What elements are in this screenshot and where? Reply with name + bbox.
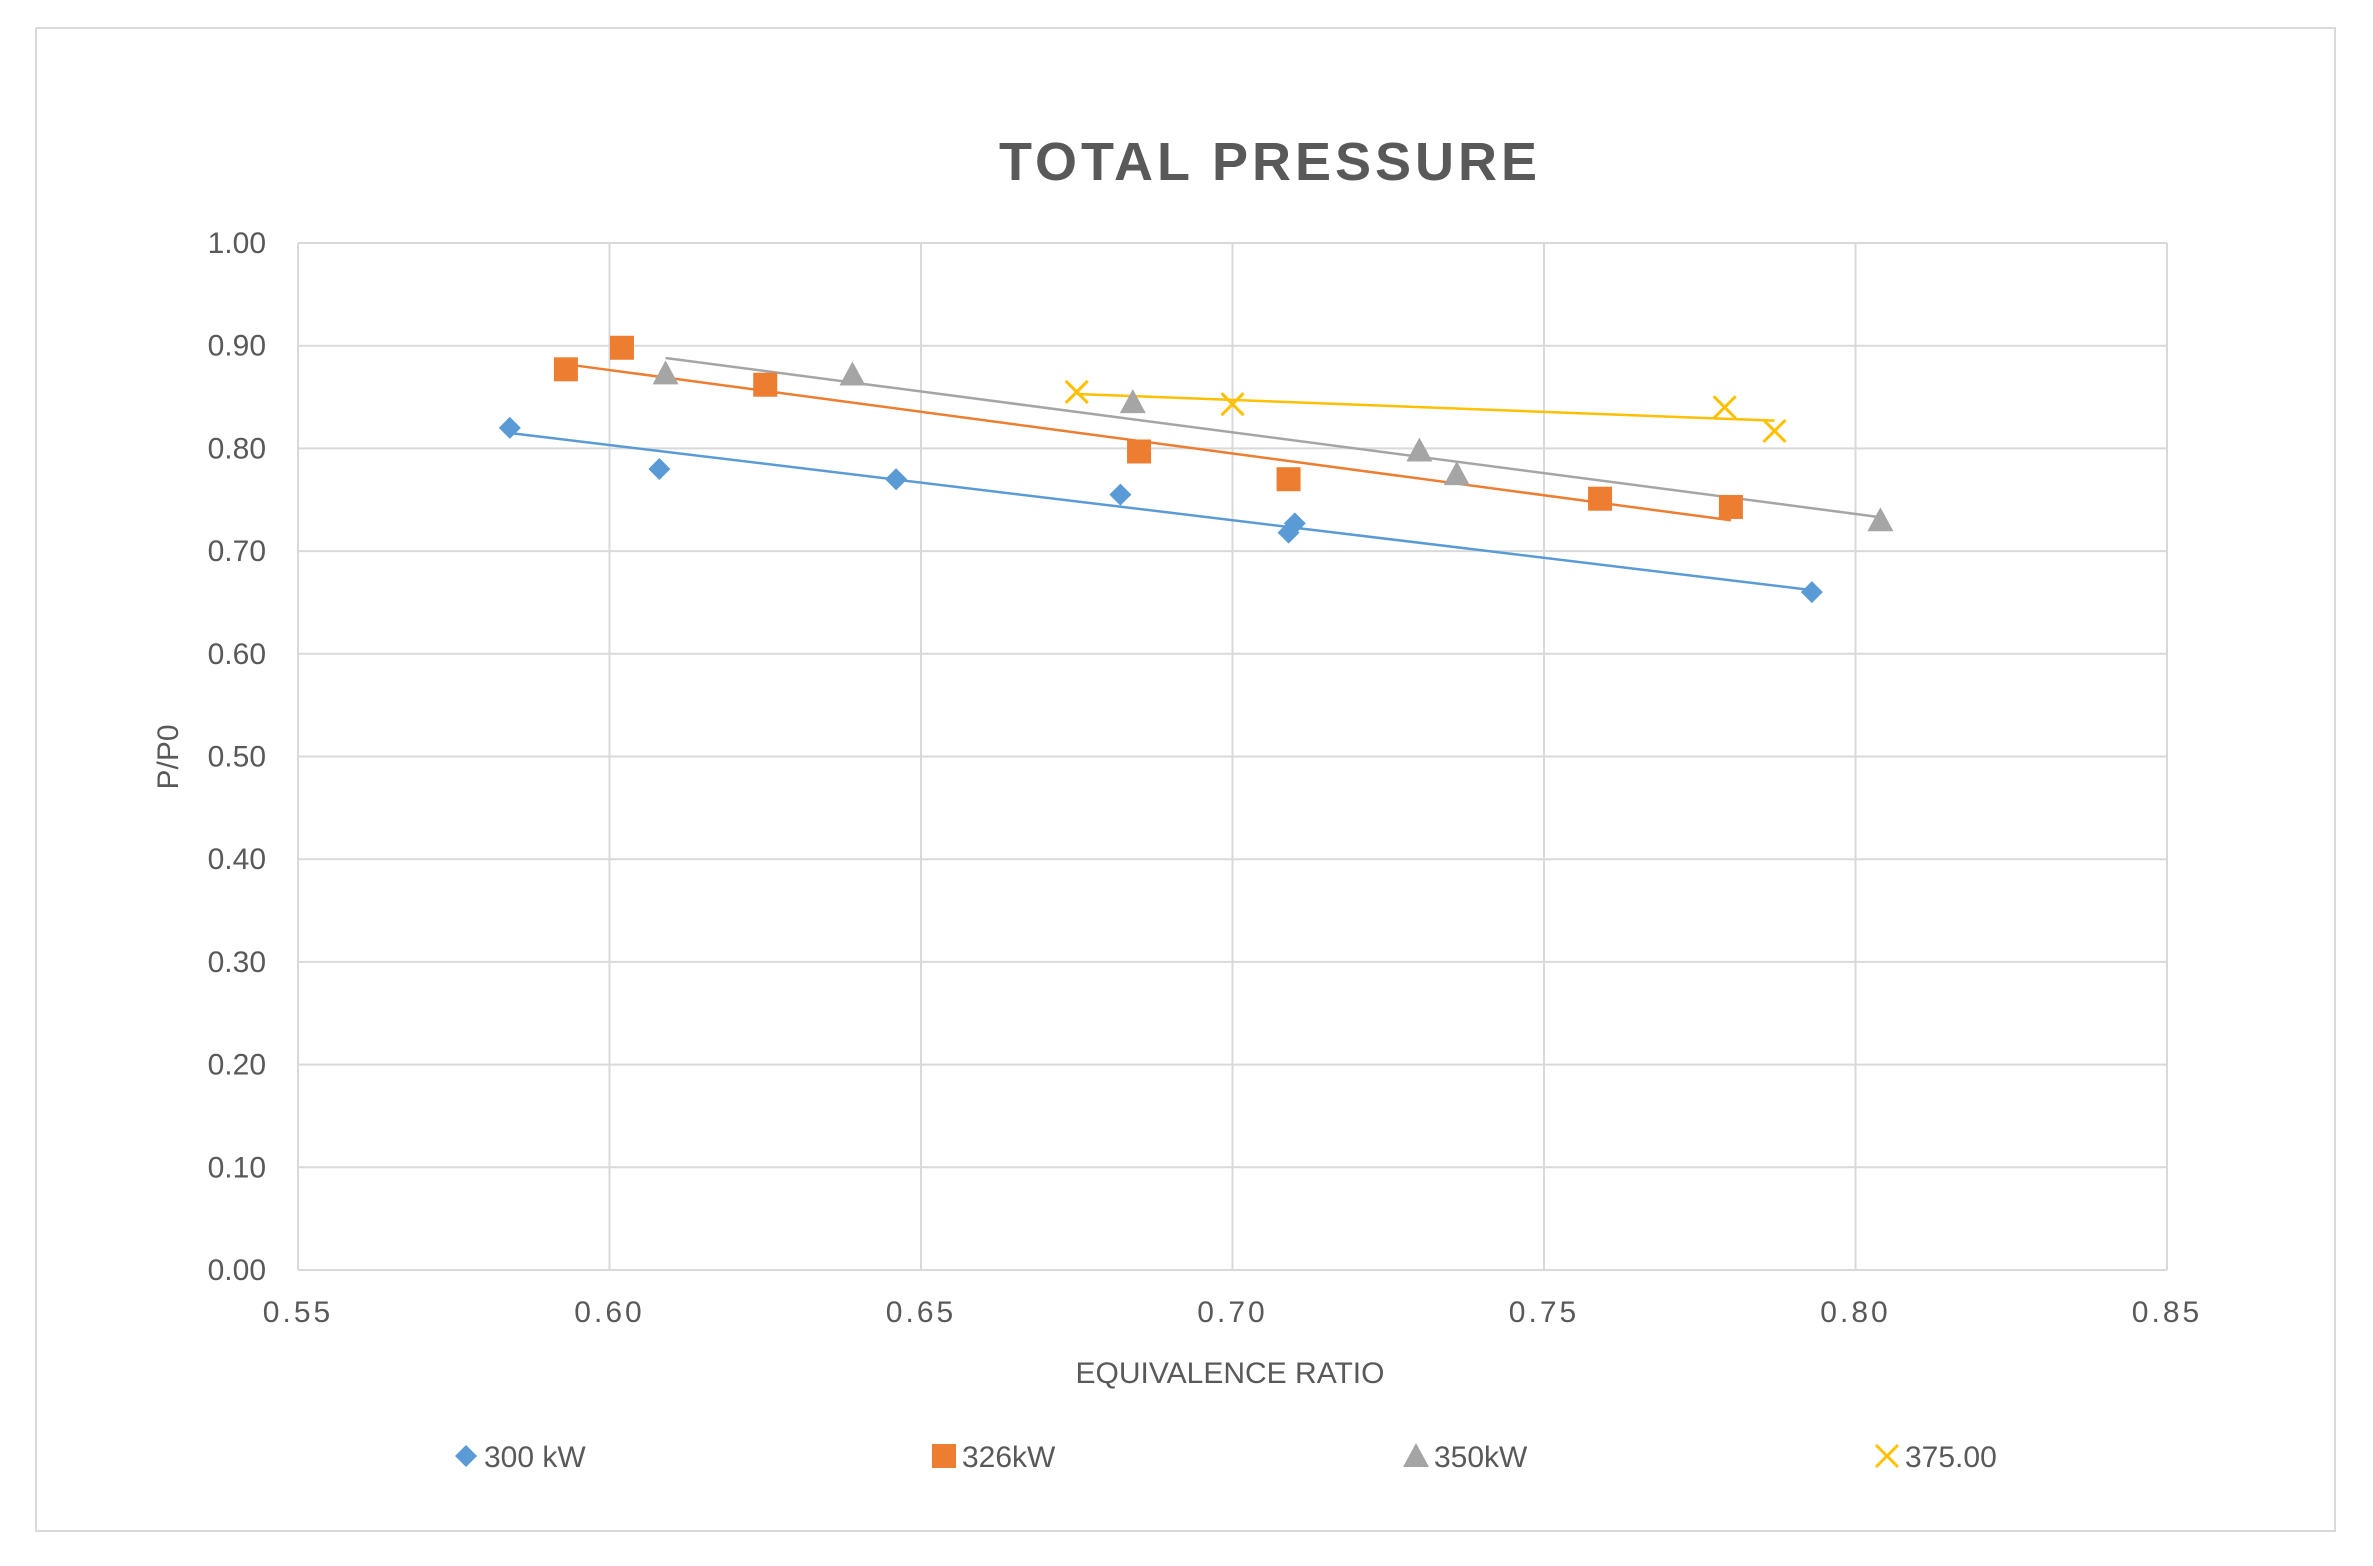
y-tick-label: 0.40 bbox=[208, 843, 266, 876]
data-point-series-2 bbox=[1718, 494, 1743, 519]
legend: 300 kW 326kW 350kW 375.00 bbox=[455, 1441, 1997, 1474]
data-point-series-3 bbox=[1119, 389, 1146, 414]
legend-label-4: 375.00 bbox=[1905, 1441, 1997, 1474]
y-tick-label: 0.00 bbox=[208, 1254, 266, 1287]
trendlines bbox=[509, 356, 1881, 592]
y-tick-label: 0.80 bbox=[208, 432, 266, 465]
legend-label-3: 350kW bbox=[1434, 1441, 1528, 1474]
legend-marker-1 bbox=[455, 1445, 477, 1467]
legend-marker-4 bbox=[1874, 1443, 1900, 1469]
data-point-series-3 bbox=[839, 361, 866, 386]
trendline-1 bbox=[509, 431, 1813, 592]
legend-label-2: 326kW bbox=[962, 1441, 1056, 1474]
x-tick-label: 0.60 bbox=[574, 1296, 644, 1329]
y-tick-label: 1.00 bbox=[208, 227, 266, 260]
y-tick-label: 0.90 bbox=[208, 330, 266, 363]
y-axis-label: P/P0 bbox=[152, 724, 185, 789]
legend-label-1: 300 kW bbox=[484, 1441, 586, 1474]
data-point-series-1 bbox=[1283, 512, 1306, 535]
data-point-series-3 bbox=[1867, 507, 1894, 532]
trendline-4 bbox=[1076, 392, 1775, 422]
data-point-series-4 bbox=[1220, 392, 1245, 417]
data-point-series-2 bbox=[1127, 439, 1152, 464]
data-point-series-2 bbox=[609, 335, 634, 360]
axes: 0.00 0.10 0.20 0.30 0.40 0.50 0.60 0.70 0.80 0.90… bbox=[208, 227, 2202, 1329]
legend-marker-2 bbox=[932, 1444, 956, 1468]
data-point-series-2 bbox=[553, 357, 578, 382]
data-point-series-4 bbox=[1762, 418, 1787, 444]
data-point-series-1 bbox=[1800, 581, 1823, 604]
data-point-series-1 bbox=[885, 468, 908, 491]
y-tick-label: 0.20 bbox=[208, 1049, 266, 1082]
data-point-series-1 bbox=[648, 457, 671, 480]
data-point-series-2 bbox=[753, 372, 778, 397]
data-point-series-4 bbox=[1712, 395, 1737, 420]
y-tick-label: 0.10 bbox=[208, 1151, 266, 1184]
y-tick-label: 0.30 bbox=[208, 946, 266, 979]
data-point-series-3 bbox=[1406, 437, 1433, 462]
y-tick-label: 0.70 bbox=[208, 535, 266, 568]
data-point-series-2 bbox=[1276, 467, 1301, 492]
y-tick-label: 0.50 bbox=[208, 741, 266, 774]
y-tick-label: 0.60 bbox=[208, 638, 266, 671]
data-point-series-3 bbox=[1443, 461, 1470, 486]
chart-title: TOTAL PRESSURE bbox=[999, 132, 1541, 192]
x-tick-label: 0.75 bbox=[1509, 1296, 1579, 1329]
data-point-series-3 bbox=[652, 360, 679, 385]
x-tick-label: 0.55 bbox=[263, 1296, 333, 1329]
data-point-series-1 bbox=[1109, 483, 1132, 506]
x-axis-label: EQUIVALENCE RATIO bbox=[1076, 1357, 1385, 1390]
gridlines bbox=[297, 242, 2168, 1271]
trendline-3 bbox=[665, 356, 1881, 519]
x-tick-label: 0.85 bbox=[2132, 1296, 2202, 1329]
x-tick-label: 0.65 bbox=[886, 1296, 956, 1329]
x-tick-label: 0.70 bbox=[1197, 1296, 1267, 1329]
data-point-series-4 bbox=[1064, 379, 1089, 404]
data-point-series-2 bbox=[1588, 486, 1613, 511]
data-point-series-1 bbox=[498, 416, 521, 439]
data-points bbox=[498, 335, 1894, 604]
chart-frame bbox=[35, 27, 2336, 1532]
legend-marker-3 bbox=[1403, 1443, 1429, 1467]
x-tick-label: 0.80 bbox=[1820, 1296, 1890, 1329]
